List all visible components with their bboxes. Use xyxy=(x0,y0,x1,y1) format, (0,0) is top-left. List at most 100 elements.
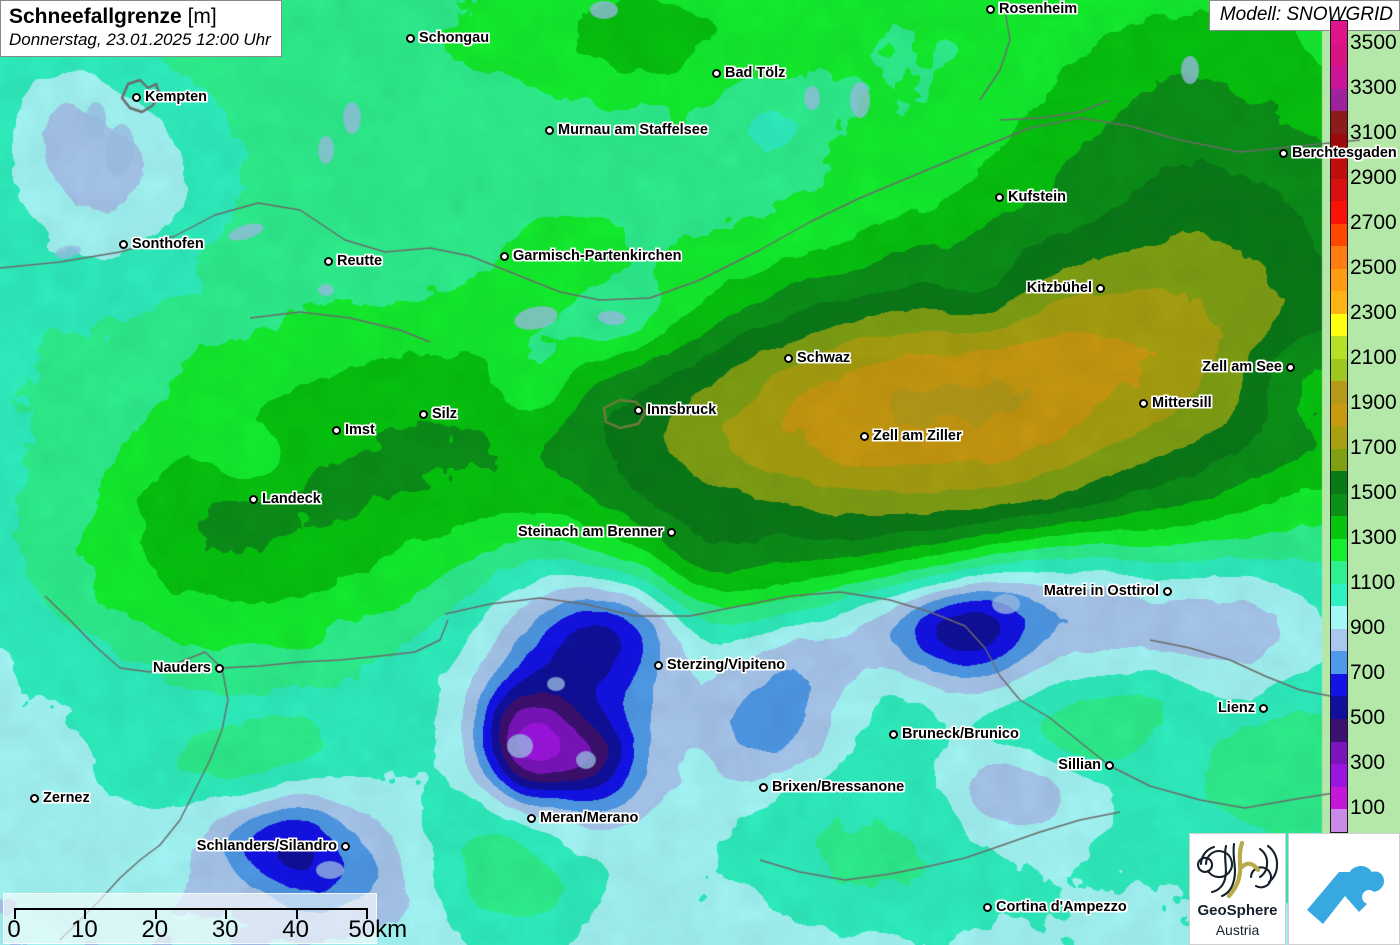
legend-tick-100: 100 xyxy=(1350,796,1386,820)
city-dot-icon xyxy=(1286,362,1295,372)
scale-label: 30 xyxy=(211,916,239,943)
legend-tick-1300: 1300 xyxy=(1350,526,1397,550)
city-marker[interactable]: Zell am Ziller xyxy=(860,428,962,444)
city-label: Garmisch-Partenkirchen xyxy=(513,248,682,264)
city-marker[interactable]: Bad Tölz xyxy=(712,65,785,81)
city-marker[interactable]: Steinach am Brenner xyxy=(518,524,676,540)
city-dot-icon xyxy=(986,4,995,14)
city-label: Innsbruck xyxy=(647,402,717,418)
legend-tick-500: 500 xyxy=(1350,706,1386,730)
scale-tick xyxy=(295,908,298,919)
city-marker[interactable]: Schongau xyxy=(406,30,489,46)
city-dot-icon xyxy=(860,431,869,441)
city-marker[interactable]: Schlanders/Silandro xyxy=(197,838,350,854)
city-marker[interactable]: Silz xyxy=(419,406,457,422)
scale-tick xyxy=(366,908,368,919)
city-marker[interactable]: Berchtesgaden xyxy=(1279,145,1397,161)
city-marker[interactable]: Rosenheim xyxy=(986,1,1077,17)
city-label: Bad Tölz xyxy=(725,65,786,81)
city-label: Zell am Ziller xyxy=(873,428,962,444)
city-marker[interactable]: Lienz xyxy=(1218,700,1268,716)
city-marker[interactable]: Meran/Merano xyxy=(527,810,638,826)
legend-band-300 xyxy=(1331,741,1347,765)
city-marker[interactable]: Sonthofen xyxy=(119,236,204,252)
scale-bar-ticks xyxy=(14,908,368,919)
legend-colorbar xyxy=(1330,20,1348,833)
city-marker[interactable]: Imst xyxy=(332,422,375,438)
legend-band-400 xyxy=(1331,718,1347,742)
city-marker[interactable]: Zernez xyxy=(30,790,90,806)
legend-tick-3300: 3300 xyxy=(1350,75,1397,99)
city-label: Schlanders/Silandro xyxy=(196,838,337,854)
city-marker[interactable]: Kempten xyxy=(132,89,207,105)
scale-label: 0 xyxy=(7,916,21,943)
city-dot-icon xyxy=(667,527,676,537)
city-label: Rosenheim xyxy=(999,1,1078,17)
scale-bar-labels: 0 10 20 30 40 50km xyxy=(4,916,407,943)
legend-tick-300: 300 xyxy=(1350,751,1386,775)
city-marker[interactable]: Kitzbühel xyxy=(1027,280,1105,296)
city-label: Zernez xyxy=(43,790,90,806)
legend-band-1400 xyxy=(1331,493,1347,517)
city-marker[interactable]: Sterzing/Vipiteno xyxy=(654,657,785,673)
city-marker[interactable]: Kufstein xyxy=(995,189,1066,205)
city-label: Schongau xyxy=(419,30,490,46)
city-marker[interactable]: Mittersill xyxy=(1139,395,1212,411)
city-marker[interactable]: Landeck xyxy=(249,491,321,507)
city-marker[interactable]: Matrei in Osttirol xyxy=(1044,583,1172,599)
city-label: Sterzing/Vipiteno xyxy=(667,657,786,673)
city-marker[interactable]: Schwaz xyxy=(784,350,850,366)
city-marker[interactable]: Cortina d'Ampezzo xyxy=(983,899,1127,915)
city-marker[interactable]: Sillian xyxy=(1058,757,1114,773)
model-box: Modell: SNOWGRID xyxy=(1208,0,1400,31)
legend-band-3400 xyxy=(1331,43,1347,67)
legend-band-2400 xyxy=(1331,268,1347,292)
city-dot-icon xyxy=(419,409,428,419)
legend-tick-labels: 3500 3300 3100 2900 2700 2500 2300 2100 1900 1700… xyxy=(1350,20,1400,833)
legend-tick-2100: 2100 xyxy=(1350,345,1397,369)
legend-band-800 xyxy=(1331,628,1347,652)
legend-band-1300 xyxy=(1331,516,1347,539)
legend-band-900 xyxy=(1331,606,1347,629)
legend-tick-1100: 1100 xyxy=(1350,571,1396,595)
scale-label: 40 xyxy=(282,916,309,943)
city-marker[interactable]: Brixen/Bressanone xyxy=(759,779,904,795)
city-marker[interactable]: Murnau am Staffelsee xyxy=(545,122,708,138)
city-label: Lienz xyxy=(1217,700,1255,716)
legend-band-1800 xyxy=(1331,403,1347,427)
city-dot-icon xyxy=(712,68,721,78)
city-marker[interactable]: Zell am See xyxy=(1202,359,1295,375)
legend-band-2200 xyxy=(1331,313,1347,337)
page-title: Schneefallgrenze [m] xyxy=(9,5,271,29)
city-dot-icon xyxy=(406,33,415,43)
legend-tick-2700: 2700 xyxy=(1350,210,1397,234)
city-label: Kufstein xyxy=(1008,189,1066,205)
city-label: Meran/Merano xyxy=(540,810,639,826)
city-marker[interactable]: Nauders xyxy=(153,660,224,676)
city-dot-icon xyxy=(341,841,350,851)
city-marker[interactable]: Innsbruck xyxy=(634,402,716,418)
city-marker[interactable]: Reutte xyxy=(324,253,382,269)
city-marker[interactable]: Bruneck/Brunico xyxy=(889,726,1019,742)
geosphere-logo[interactable]: GeoSphere Austria xyxy=(1189,833,1286,945)
city-label: Sillian xyxy=(1058,757,1101,773)
legend-band-1500 xyxy=(1331,471,1347,494)
legend-tick-3100: 3100 xyxy=(1350,120,1397,144)
city-dot-icon xyxy=(654,660,663,670)
scale-label: 10 xyxy=(71,916,98,943)
city-marker[interactable]: Garmisch-Partenkirchen xyxy=(500,248,681,264)
legend-band-3100 xyxy=(1331,111,1347,134)
legend-tick-1700: 1700 xyxy=(1350,436,1397,460)
legend-band-2700 xyxy=(1331,201,1347,224)
legend-tick-2300: 2300 xyxy=(1350,300,1397,324)
partner-logo[interactable] xyxy=(1288,833,1400,945)
legend-band-2600 xyxy=(1331,223,1347,247)
legend-band-2800 xyxy=(1331,178,1347,202)
city-label: Sonthofen xyxy=(132,236,204,252)
city-dot-icon xyxy=(527,813,536,823)
city-dot-icon xyxy=(889,729,898,739)
city-label: Schwaz xyxy=(797,350,851,366)
legend-band-1000 xyxy=(1331,583,1347,607)
city-label: Reutte xyxy=(337,253,383,269)
